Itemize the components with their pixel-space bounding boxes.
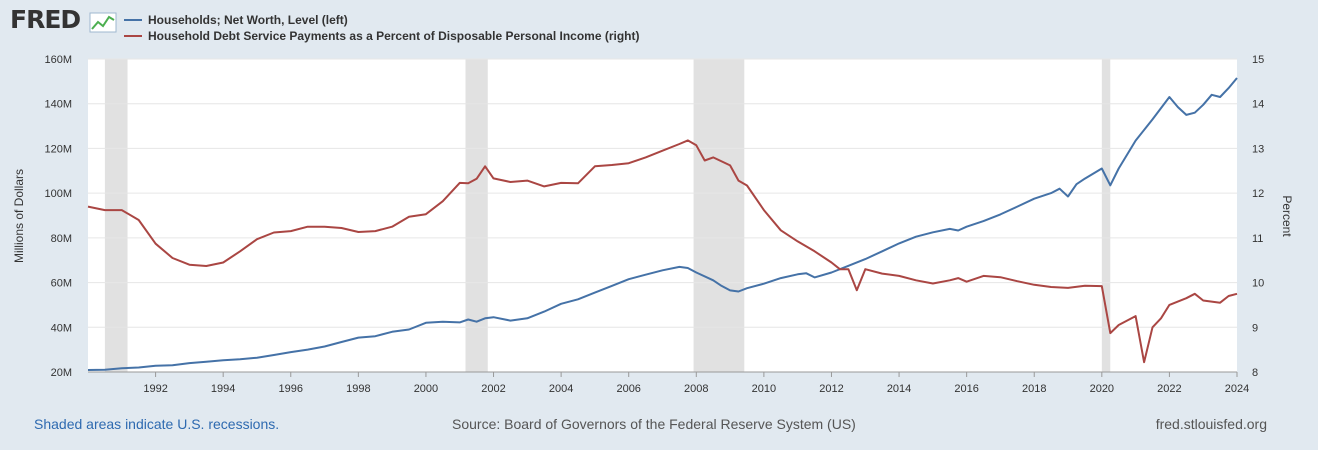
right-tick-label: 12 xyxy=(1252,188,1264,200)
legend-item-debt-service: Household Debt Service Payments as a Per… xyxy=(124,28,639,44)
x-tick-label: 2014 xyxy=(887,383,911,395)
left-tick-label: 140M xyxy=(44,99,72,111)
x-tick-label: 2000 xyxy=(414,383,438,395)
left-tick-label: 60M xyxy=(51,278,72,290)
legend-swatch-debt-service xyxy=(124,35,142,37)
left-tick-label: 100M xyxy=(44,188,72,200)
right-axis-title: Percent xyxy=(1280,195,1294,237)
x-tick-label: 2012 xyxy=(819,383,843,395)
recession-band xyxy=(693,59,745,372)
series-group xyxy=(87,77,1238,371)
recession-band xyxy=(104,59,128,372)
legend-label-debt-service: Household Debt Service Payments as a Per… xyxy=(148,29,640,43)
left-tick-label: 120M xyxy=(44,143,72,155)
recession-shading-group xyxy=(104,59,1111,372)
x-tick-label: 2018 xyxy=(1022,383,1046,395)
x-axis-ticks: 1992 1994 1996 1998 2000 2002 2004 2006 2008 2010… xyxy=(88,371,1249,395)
left-tick-label: 80M xyxy=(51,233,72,245)
source-note: Source: Board of Governors of the Federa… xyxy=(452,416,856,432)
right-y-axis-ticks: 8 9 10 11 12 13 14 15 xyxy=(1252,54,1264,379)
x-tick-label: 2006 xyxy=(616,383,640,395)
left-tick-label: 20M xyxy=(51,367,72,379)
x-tick-label: 2004 xyxy=(549,383,573,395)
x-tick-label: 2010 xyxy=(752,383,776,395)
x-tick-label: 1996 xyxy=(279,383,303,395)
x-tick-label: 2008 xyxy=(684,383,708,395)
x-tick-label: 2002 xyxy=(481,383,505,395)
right-tick-label: 13 xyxy=(1252,143,1264,155)
left-axis-title: Millions of Dollars xyxy=(12,169,26,263)
recession-band xyxy=(465,59,488,372)
x-tick-label: 1994 xyxy=(211,383,235,395)
fred-logo[interactable] xyxy=(10,4,120,38)
legend-label-net-worth: Households; Net Worth, Level (left) xyxy=(148,13,348,27)
x-tick-label: 2016 xyxy=(954,383,978,395)
line-graph-icon xyxy=(89,12,117,33)
left-tick-label: 160M xyxy=(44,54,72,66)
x-tick-label: 1992 xyxy=(143,383,167,395)
left-y-axis-ticks: 20M 40M 60M 80M 100M 120M 140M 160M xyxy=(44,54,72,379)
right-tick-label: 11 xyxy=(1252,233,1263,245)
legend-swatch-net-worth xyxy=(124,19,142,21)
recession-band xyxy=(1101,59,1111,372)
x-tick-label: 2022 xyxy=(1157,383,1181,395)
right-tick-label: 14 xyxy=(1252,99,1264,111)
series-line-net-worth xyxy=(87,77,1238,371)
legend-item-net-worth: Households; Net Worth, Level (left) xyxy=(124,12,639,28)
right-tick-label: 9 xyxy=(1252,322,1258,334)
x-tick-label: 1998 xyxy=(346,383,370,395)
right-tick-label: 8 xyxy=(1252,367,1258,379)
recessions-note-link[interactable]: Shaded areas indicate U.S. recessions. xyxy=(34,416,280,432)
x-tick-label: 2024 xyxy=(1225,383,1249,395)
plot-area xyxy=(88,59,1237,372)
fred-logo-text: FRED xyxy=(10,5,81,34)
series-line-debt-service xyxy=(87,139,1238,364)
x-tick-label: 2020 xyxy=(1090,383,1114,395)
chart-svg: 1992 1994 1996 1998 2000 2002 2004 2006 2008 2010… xyxy=(12,54,1294,395)
right-tick-label: 10 xyxy=(1252,278,1264,290)
site-url[interactable]: fred.stlouisfed.org xyxy=(1155,416,1267,432)
chart-legend: Households; Net Worth, Level (left) Hous… xyxy=(124,12,639,44)
right-tick-label: 15 xyxy=(1252,54,1264,66)
left-tick-label: 40M xyxy=(51,322,72,334)
